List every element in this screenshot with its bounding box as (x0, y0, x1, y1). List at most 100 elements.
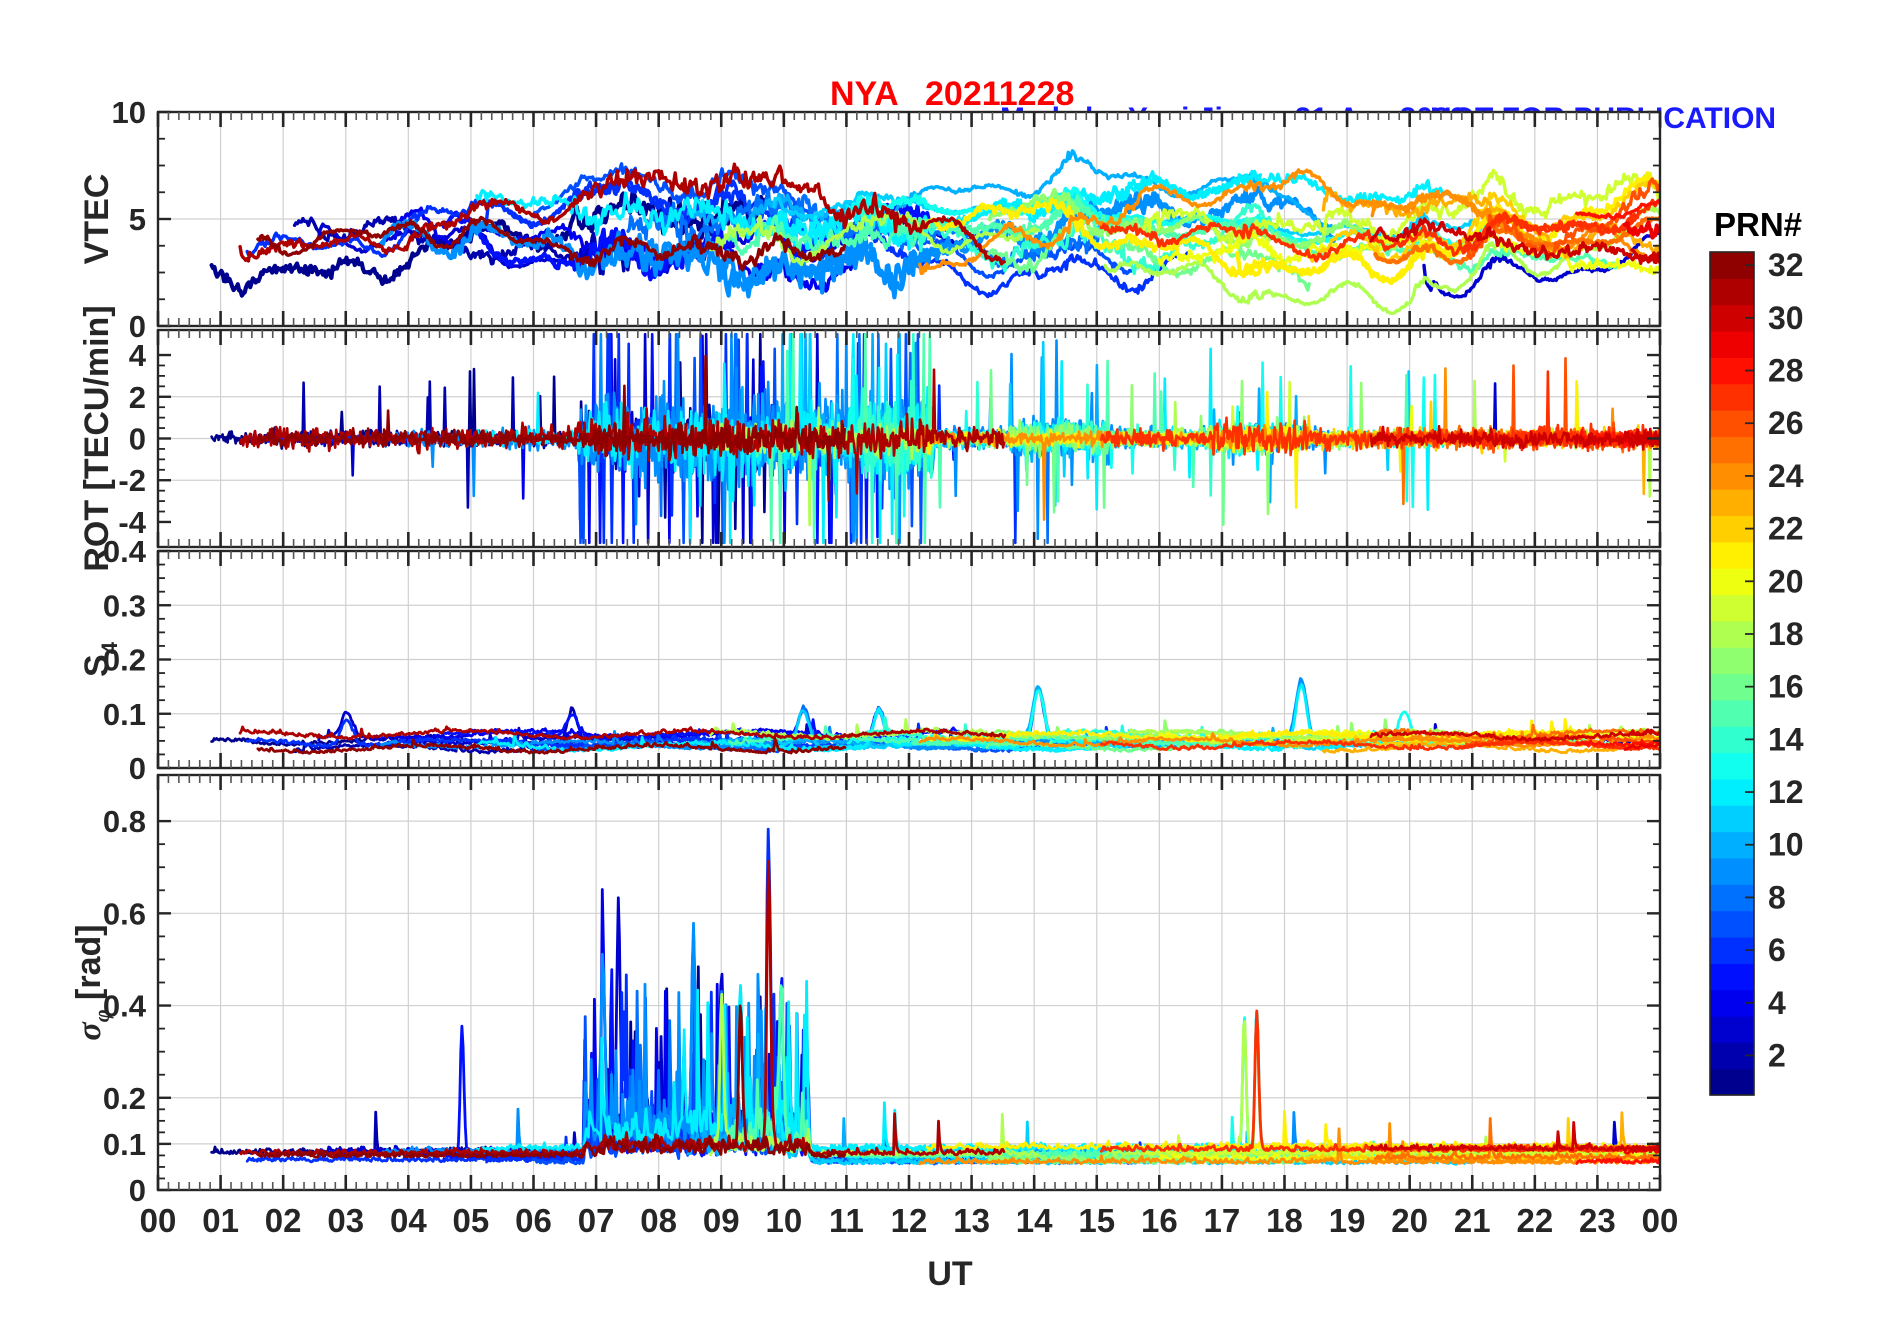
colorbar-swatch (1710, 699, 1754, 727)
x-tick-label: 08 (640, 1202, 677, 1239)
data-trace-prn-30 (1369, 1121, 1660, 1152)
data-trace-prn-17 (987, 187, 1416, 251)
data-trace-prn-27 (1100, 370, 1639, 457)
x-tick-label: 19 (1329, 1202, 1366, 1239)
colorbar-tick-label: 16 (1768, 669, 1804, 705)
x-tick-label: 05 (453, 1202, 490, 1239)
colorbar-frame (1709, 251, 1755, 1096)
colorbar-tick-label: 20 (1768, 563, 1804, 599)
y-tick-label: -2 (118, 463, 146, 498)
data-trace-prn-28 (1575, 1157, 1660, 1165)
colorbar-swatch (1710, 1015, 1754, 1043)
y-axis-label-text: ROT [TECU/min] (78, 305, 116, 571)
colorbar[interactable]: PRN# 32 30 28 26 24 22 20 18 16 14 12 10 8 6 4 2 (1709, 206, 1804, 1096)
y-tick-label: 0.2 (103, 1081, 146, 1116)
colorbar-tick-label: 32 (1768, 247, 1804, 283)
y-tick-label: 0.1 (103, 697, 146, 732)
data-trace-prn-32 (256, 354, 846, 502)
panel-data-s4 (210, 677, 1660, 755)
x-tick-label: 23 (1579, 1202, 1616, 1239)
colorbar-tick-label: 2 (1768, 1037, 1786, 1073)
x-tick-label: 01 (202, 1202, 239, 1239)
data-trace-prn-31 (238, 725, 1007, 741)
data-trace-prn-30 (1369, 424, 1660, 451)
colorbar-tick-label: 28 (1768, 353, 1804, 389)
data-trace-prn-16 (985, 216, 1311, 292)
data-trace-prn-24 (918, 730, 1565, 749)
data-trace-prn-32 (256, 1004, 847, 1159)
colorbar-tick-label: 4 (1768, 985, 1786, 1021)
colorbar-tick-label: 18 (1768, 616, 1804, 652)
data-trace-prn-5 (442, 709, 965, 742)
x-tick-label: 00 (140, 1202, 177, 1239)
x-tick-label: 07 (578, 1202, 615, 1239)
y-axis-label-text: VTEC (78, 174, 116, 265)
x-tick-label: 09 (703, 1202, 740, 1239)
data-trace-prn-28 (1575, 198, 1660, 221)
colorbar-swatch (1710, 383, 1754, 411)
colorbar-swatch (1710, 489, 1754, 517)
colorbar-title: PRN# (1714, 206, 1802, 243)
x-tick-label: 06 (515, 1202, 552, 1239)
panels-group: 1050420-2-40.40.30.20.100.80.60.40.20.10… (70, 95, 1678, 1239)
y-axis-label-text: σφ [rad] (70, 924, 114, 1040)
data-trace-prn-28 (1575, 738, 1660, 748)
data-trace-prn-21 (925, 1123, 1591, 1151)
y-tick-label: 10 (112, 95, 146, 130)
y-tick-label: 4 (129, 338, 147, 373)
x-tick-label: 16 (1141, 1202, 1178, 1239)
colorbar-tick-label: 24 (1768, 458, 1804, 494)
x-tick-label: 02 (265, 1202, 302, 1239)
x-tick-label: 10 (765, 1202, 802, 1239)
x-tick-label: 22 (1516, 1202, 1553, 1239)
y-tick-label: 0 (129, 1173, 146, 1208)
data-trace-prn-22 (1305, 180, 1660, 264)
data-trace-prn-20 (1157, 229, 1660, 276)
x-axis-label: UT (927, 1255, 973, 1293)
y-axis-label-text: S4 (78, 641, 122, 677)
colorbar-tick-label: 10 (1768, 827, 1804, 863)
x-tick-label: 04 (390, 1202, 427, 1239)
y-tick-label: 5 (129, 202, 146, 237)
colorbar-swatch (1710, 857, 1754, 885)
y-axis-label-rot: ROT [TECU/min] (78, 305, 116, 571)
data-trace-prn-27 (1099, 211, 1639, 263)
y-tick-label: 0.1 (103, 1127, 146, 1162)
panel-data-vtec (209, 149, 1660, 315)
x-tick-label: 00 (1642, 1202, 1679, 1239)
y-tick-label: 0 (129, 309, 146, 344)
x-tick-label: 13 (953, 1202, 990, 1239)
x-tick-label: 03 (327, 1202, 364, 1239)
panel-s4: 0.4 0.3 0.2 0.1 0 (103, 534, 1662, 786)
data-trace-prn-29 (1622, 220, 1660, 240)
colorbar-tick-label: 14 (1768, 721, 1804, 757)
colorbar-tick-label: 26 (1768, 405, 1804, 441)
y-tick-label: 0 (129, 422, 146, 457)
title-date: 20211228 (925, 75, 1074, 113)
data-trace-prn-18 (709, 718, 1040, 741)
data-trace-prn-25 (1373, 1117, 1660, 1161)
data-trace-prn-19 (1141, 168, 1660, 246)
panel-rot: 4 2 0 -2 -4 (118, 328, 1662, 549)
colorbar-swatch (1710, 331, 1754, 358)
x-tick-label: 20 (1391, 1202, 1428, 1239)
colorbar-swatch (1710, 805, 1754, 833)
data-trace-prn-29 (1623, 741, 1660, 751)
data-trace-prn-30 (1369, 217, 1660, 265)
y-tick-label: 0.4 (103, 534, 147, 569)
colorbar-swatch (1710, 594, 1754, 622)
data-trace-prn-30 (1369, 728, 1660, 743)
colorbar-tick-label: 8 (1768, 879, 1786, 915)
x-tick-label: 14 (1016, 1202, 1053, 1239)
y-tick-label: 0.3 (103, 588, 146, 623)
colorbar-swatch (1710, 963, 1754, 991)
colorbar-swatch (1710, 647, 1754, 675)
data-trace-prn-23 (1322, 740, 1660, 755)
x-tick-label: 12 (891, 1202, 928, 1239)
data-trace-prn-32 (256, 215, 847, 272)
colorbar-swatch (1710, 752, 1754, 780)
y-tick-label: 0.6 (103, 896, 146, 931)
x-tick-label: 15 (1078, 1202, 1115, 1239)
